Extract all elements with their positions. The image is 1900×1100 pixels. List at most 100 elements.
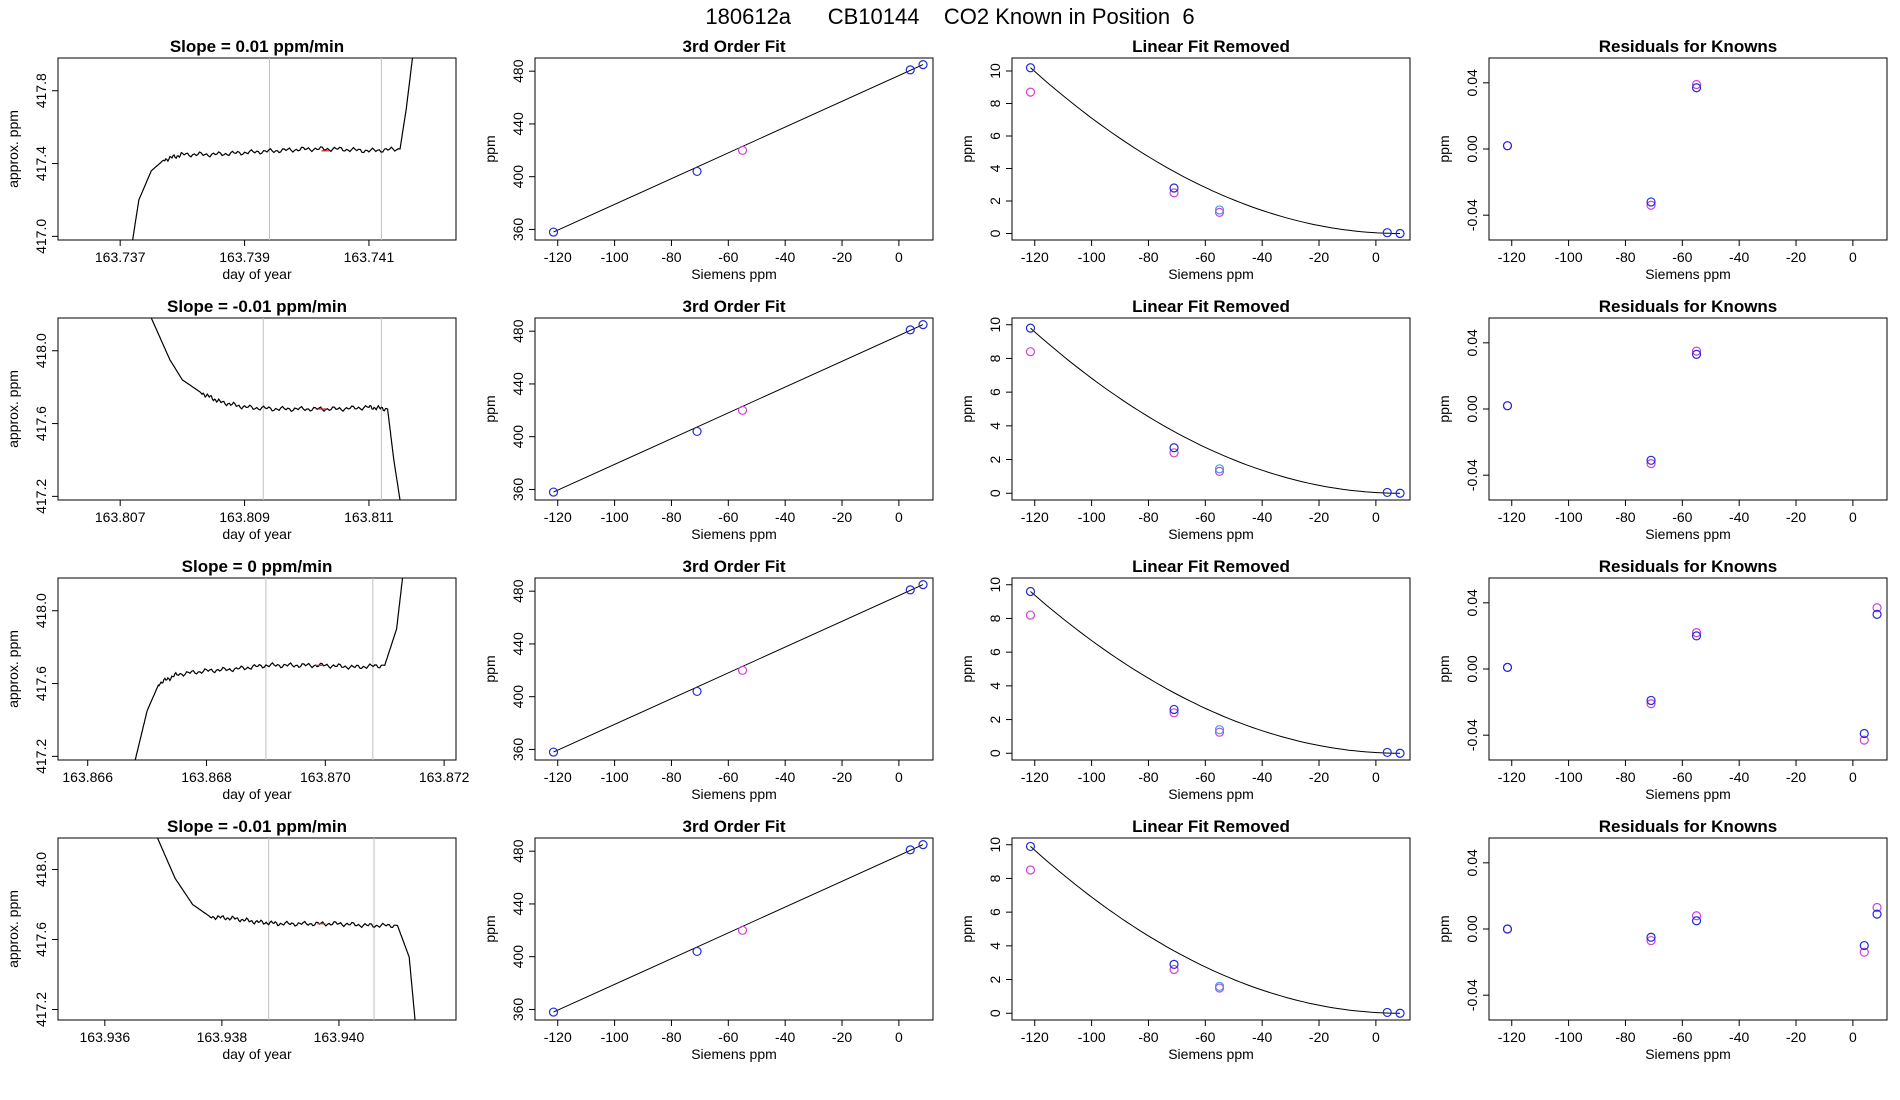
- chart-title: Slope = -0.01 ppm/min: [167, 817, 347, 836]
- chart-title: Residuals for Knowns: [1599, 557, 1778, 576]
- chart-panel: Residuals for Knowns -120 -100 -80 -60 -40 -20…: [1436, 557, 1888, 802]
- x-tick-label: -20: [1786, 509, 1806, 525]
- y-tick-label: 4: [987, 682, 1003, 690]
- y-tick-label: 10: [987, 317, 1003, 333]
- plot-frame: [1011, 577, 1411, 761]
- x-tick-label: 0: [1372, 249, 1380, 265]
- y-tick-label: 440: [510, 632, 526, 656]
- plot-frame: [1011, 317, 1411, 501]
- x-tick-label: 163.807: [95, 509, 146, 525]
- chart-panel: Slope = -0.01 ppm/min 163.807 163.809 163.8…: [5, 297, 457, 542]
- y-tick-label: 0.04: [1464, 329, 1480, 356]
- data-point: [1646, 455, 1656, 465]
- x-tick-label: -40: [1252, 509, 1272, 525]
- data-point: [1691, 916, 1702, 926]
- plot-frame: [1488, 317, 1888, 501]
- x-tick-label: -100: [1078, 769, 1106, 785]
- x-tick-label: 163.739: [219, 249, 270, 265]
- data-point: [1646, 935, 1656, 946]
- x-tick-label: -60: [718, 509, 738, 525]
- y-tick-label: -0.04: [1464, 979, 1480, 1011]
- data-point: [548, 487, 559, 497]
- fit-curve: [1030, 67, 1400, 234]
- y-axis-label: ppm: [959, 135, 975, 162]
- y-tick-label: 418.0: [33, 852, 49, 887]
- y-tick-label: 0.00: [1464, 135, 1480, 162]
- x-tick-label: -120: [1021, 249, 1049, 265]
- data-point: [1395, 488, 1405, 498]
- y-tick-label: 417.4: [33, 146, 49, 181]
- x-tick-label: -60: [718, 1029, 738, 1045]
- plot-frame: [534, 837, 934, 1021]
- plot-frame: [534, 57, 934, 241]
- x-axis-label: day of year: [222, 786, 292, 802]
- y-tick-label: 417.0: [33, 219, 49, 254]
- data-point: [1169, 448, 1179, 458]
- x-tick-label: -100: [1555, 509, 1583, 525]
- x-tick-label: -100: [1078, 1029, 1106, 1045]
- x-tick-label: -80: [1615, 1029, 1635, 1045]
- plot-frame: [1488, 837, 1888, 1021]
- y-tick-label: 417.2: [33, 992, 49, 1027]
- y-tick-label: 10: [987, 577, 1003, 593]
- x-tick-label: -80: [1138, 1029, 1158, 1045]
- x-tick-label: -40: [775, 509, 795, 525]
- y-tick-label: 4: [987, 942, 1003, 950]
- y-tick-label: 417.6: [33, 922, 49, 957]
- x-tick-label: 163.866: [62, 769, 113, 785]
- data-point: [1872, 603, 1882, 613]
- y-axis-label: ppm: [1436, 135, 1452, 162]
- data-point: [1502, 141, 1513, 151]
- x-tick-label: -60: [1195, 249, 1215, 265]
- data-point: [1859, 947, 1869, 957]
- x-tick-label: 0: [895, 1029, 903, 1045]
- y-tick-label: 0.04: [1464, 69, 1480, 96]
- chart-title: Linear Fit Removed: [1132, 817, 1290, 836]
- y-axis-label: ppm: [482, 395, 498, 422]
- y-tick-label: 0.00: [1464, 655, 1480, 682]
- x-tick-label: -60: [1195, 1029, 1215, 1045]
- x-tick-label: -120: [544, 249, 572, 265]
- x-tick-label: -100: [1555, 769, 1583, 785]
- y-axis-label: approx. ppm: [5, 110, 21, 188]
- chart-title: Slope = 0.01 ppm/min: [170, 37, 344, 56]
- data-point: [1382, 228, 1392, 238]
- data-point: [1025, 87, 1036, 97]
- y-tick-label: 10: [987, 837, 1003, 853]
- x-tick-label: -40: [775, 1029, 795, 1045]
- y-tick-label: 480: [510, 579, 526, 603]
- data-point: [1859, 728, 1869, 739]
- y-axis-label: ppm: [1436, 395, 1452, 422]
- chart-title: Slope = -0.01 ppm/min: [167, 297, 347, 316]
- data-point: [1859, 940, 1869, 951]
- data-point: [1214, 727, 1225, 737]
- chart-title: Slope = 0 ppm/min: [182, 557, 333, 576]
- x-tick-label: 163.870: [300, 769, 351, 785]
- chart-title: Linear Fit Removed: [1132, 557, 1290, 576]
- x-tick-label: -20: [1786, 769, 1806, 785]
- x-tick-label: -20: [1786, 249, 1806, 265]
- x-tick-label: -120: [1498, 509, 1526, 525]
- x-axis-label: day of year: [222, 526, 292, 542]
- x-tick-label: -100: [601, 509, 629, 525]
- data-point: [1169, 964, 1179, 975]
- x-tick-label: 0: [895, 769, 903, 785]
- y-tick-label: 8: [987, 614, 1003, 622]
- x-tick-label: -40: [775, 769, 795, 785]
- y-tick-label: 2: [987, 715, 1003, 723]
- data-point: [737, 145, 748, 155]
- x-tick-label: 0: [1372, 769, 1380, 785]
- y-tick-label: 400: [510, 945, 526, 969]
- x-tick-label: 163.938: [197, 1029, 248, 1045]
- data-point: [918, 319, 928, 330]
- x-tick-label: 0: [1849, 509, 1857, 525]
- plot-frame: [57, 837, 457, 1021]
- x-axis-label: Siemens ppm: [1168, 266, 1254, 282]
- x-axis-label: Siemens ppm: [1168, 526, 1254, 542]
- plot-area: [548, 319, 928, 497]
- data-point: [1214, 207, 1225, 217]
- y-tick-label: 6: [987, 132, 1003, 140]
- y-tick-label: 440: [510, 112, 526, 136]
- y-tick-label: 360: [510, 478, 526, 502]
